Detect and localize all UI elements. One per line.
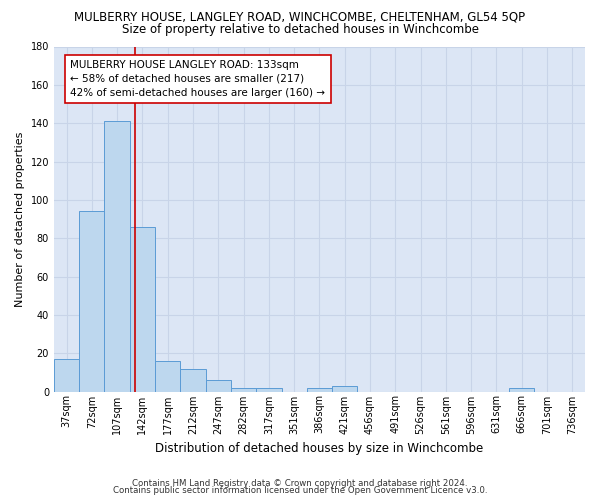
Text: MULBERRY HOUSE LANGLEY ROAD: 133sqm
← 58% of detached houses are smaller (217)
4: MULBERRY HOUSE LANGLEY ROAD: 133sqm ← 58… — [70, 60, 325, 98]
Y-axis label: Number of detached properties: Number of detached properties — [15, 132, 25, 306]
Bar — [307, 388, 332, 392]
Bar — [509, 388, 535, 392]
Bar — [332, 386, 358, 392]
Bar — [130, 226, 155, 392]
Bar — [54, 359, 79, 392]
Text: Contains public sector information licensed under the Open Government Licence v3: Contains public sector information licen… — [113, 486, 487, 495]
Bar — [104, 122, 130, 392]
Text: Size of property relative to detached houses in Winchcombe: Size of property relative to detached ho… — [121, 22, 479, 36]
Bar — [231, 388, 256, 392]
Text: MULBERRY HOUSE, LANGLEY ROAD, WINCHCOMBE, CHELTENHAM, GL54 5QP: MULBERRY HOUSE, LANGLEY ROAD, WINCHCOMBE… — [74, 11, 526, 24]
Bar — [181, 368, 206, 392]
Text: Contains HM Land Registry data © Crown copyright and database right 2024.: Contains HM Land Registry data © Crown c… — [132, 478, 468, 488]
X-axis label: Distribution of detached houses by size in Winchcombe: Distribution of detached houses by size … — [155, 442, 484, 455]
Bar — [79, 212, 104, 392]
Bar — [155, 361, 181, 392]
Bar — [206, 380, 231, 392]
Bar — [256, 388, 281, 392]
